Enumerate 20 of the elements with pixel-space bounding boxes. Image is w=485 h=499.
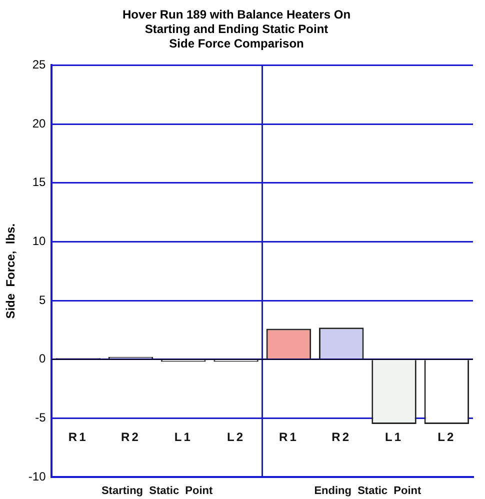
y-tick-label: 20 — [32, 116, 46, 130]
text: Starting Static Point — [101, 485, 214, 498]
x-tick-label: R1 — [68, 430, 88, 444]
x-tick-label: R2 — [332, 430, 352, 444]
chart-title: Hover Run 189 with Balance Heaters On Starting and Ending Static Point Side Force Comparison — [122, 8, 351, 50]
x-tick-label: L1 — [385, 430, 404, 444]
y-tick-label: 25 — [32, 58, 46, 72]
x-tick-label: R2 — [121, 430, 140, 444]
y-tick-label: 10 — [32, 234, 46, 248]
y-tick-label: 5 — [39, 292, 46, 307]
x-tick-label: L2 — [227, 430, 246, 444]
y-tick-label: 0 — [39, 352, 46, 366]
y-axis-title: Side Force, lbs. — [4, 223, 18, 319]
y-tick-label: 15 — [32, 175, 46, 190]
y-tick-label: -10 — [28, 469, 46, 484]
x-tick-label: R1 — [279, 430, 298, 444]
y-tick-label: -5 — [35, 410, 46, 424]
x-tick-label: L1 — [174, 430, 192, 444]
x-tick-label: L2 — [438, 430, 456, 444]
text: Ending Static Point — [314, 485, 422, 498]
